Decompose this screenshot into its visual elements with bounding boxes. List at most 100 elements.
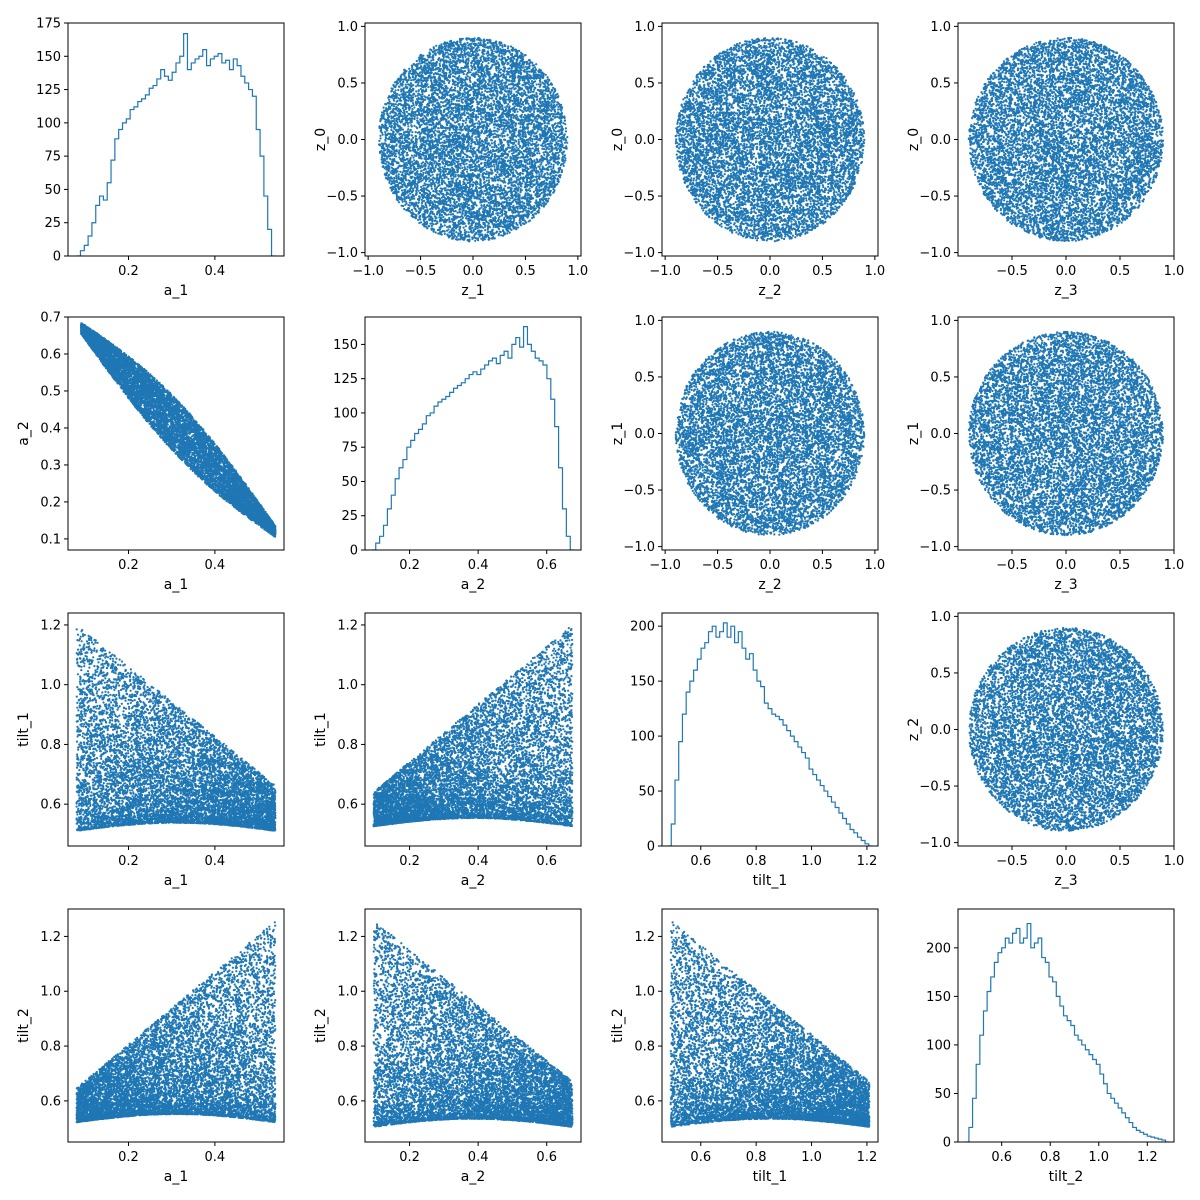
scatter-point: [438, 194, 440, 196]
scatter-point: [430, 150, 432, 152]
scatter-point: [479, 76, 481, 78]
scatter-point: [469, 189, 471, 191]
scatter-point: [480, 184, 482, 186]
plot-area: [378, 37, 569, 242]
scatter-point: [409, 193, 411, 195]
scatter-point: [401, 205, 403, 207]
scatter-point: [415, 95, 417, 97]
scatter-point: [512, 103, 514, 105]
y-tick-label: 50: [44, 183, 61, 198]
scatter-point: [485, 220, 487, 222]
scatter-point: [520, 52, 522, 54]
scatter-point: [522, 56, 524, 58]
scatter-point: [550, 190, 552, 192]
scatter-point: [550, 103, 552, 105]
x-axis-label: a_1: [164, 283, 189, 299]
scatter-point: [457, 234, 459, 236]
scatter-point: [497, 184, 499, 186]
scatter-point: [463, 209, 465, 211]
scatter-point: [413, 106, 415, 108]
scatter-point: [386, 111, 388, 113]
scatter-point: [536, 186, 538, 188]
scatter-point: [440, 223, 442, 225]
scatter-point: [415, 143, 417, 145]
scatter-point: [493, 164, 495, 166]
scatter-point: [459, 238, 461, 240]
scatter-point: [450, 204, 452, 206]
scatter-point: [496, 146, 498, 148]
scatter-point: [566, 142, 568, 144]
scatter-point: [565, 140, 567, 142]
scatter-point: [516, 146, 518, 148]
scatter-point: [494, 176, 496, 178]
scatter-point: [521, 87, 523, 89]
plot-area: [77, 34, 276, 256]
scatter-point: [520, 57, 522, 59]
scatter-point: [419, 192, 421, 194]
scatter-point: [417, 167, 419, 169]
scatter-point: [467, 131, 469, 133]
scatter-point: [432, 190, 434, 192]
scatter-point: [529, 153, 531, 155]
scatter-point: [440, 138, 442, 140]
scatter-point: [480, 115, 482, 117]
scatter-point: [536, 83, 538, 85]
scatter-point: [503, 66, 505, 68]
scatter-point: [523, 71, 525, 73]
scatter-point: [409, 171, 411, 173]
scatter-point: [454, 121, 456, 123]
scatter-point: [469, 130, 471, 132]
scatter-point: [495, 136, 497, 138]
scatter-point: [385, 163, 387, 165]
scatter-point: [390, 90, 392, 92]
scatter-point: [467, 166, 469, 168]
scatter-point: [564, 142, 566, 144]
scatter-point: [486, 139, 488, 141]
scatter-point: [444, 165, 446, 167]
scatter-point: [459, 163, 461, 165]
scatter-point: [426, 221, 428, 223]
scatter-point: [501, 74, 503, 76]
scatter-point: [406, 164, 408, 166]
scatter-point: [411, 155, 413, 157]
scatter-point: [517, 97, 519, 99]
scatter-point: [548, 166, 550, 168]
scatter-point: [517, 208, 519, 210]
scatter-point: [449, 116, 451, 118]
scatter-point: [488, 181, 490, 183]
axes-frame: [68, 23, 284, 256]
scatter-point: [529, 220, 531, 222]
scatter-point: [426, 143, 428, 145]
scatter-point: [487, 148, 489, 150]
scatter-point: [485, 194, 487, 196]
scatter-point: [390, 129, 392, 131]
scatter-points: [378, 37, 569, 242]
scatter-point: [408, 79, 410, 81]
scatter-point: [478, 120, 480, 122]
scatter-point: [561, 171, 563, 173]
scatter-point: [393, 134, 395, 136]
scatter-point: [421, 129, 423, 131]
scatter-point: [506, 63, 508, 65]
scatter-point: [401, 189, 403, 191]
scatter-point: [515, 144, 517, 146]
scatter-point: [525, 209, 527, 211]
scatter-point: [475, 52, 477, 54]
scatter-point: [548, 145, 550, 147]
scatter-point: [411, 105, 413, 107]
scatter-point: [393, 86, 395, 88]
scatter-point: [565, 130, 567, 132]
scatter-point: [464, 229, 466, 231]
scatter-point: [468, 204, 470, 206]
scatter-point: [464, 94, 466, 96]
scatter-point: [457, 83, 459, 85]
scatter-point: [447, 160, 449, 162]
scatter-point: [486, 166, 488, 168]
scatter-point: [411, 68, 413, 70]
scatter-point: [398, 175, 400, 177]
scatter-point: [541, 144, 543, 146]
scatter-point: [554, 123, 556, 125]
scatter-point: [457, 169, 459, 171]
scatter-point: [509, 157, 511, 159]
scatter-point: [409, 180, 411, 182]
